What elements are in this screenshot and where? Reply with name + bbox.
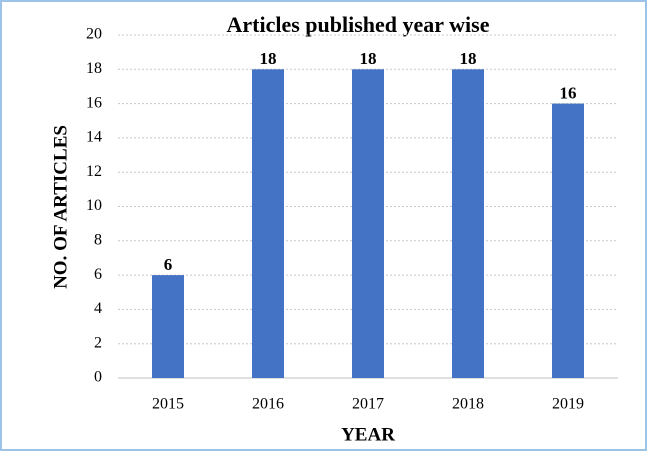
y-tick-label: 20 (86, 26, 102, 43)
y-tick-label: 18 (86, 60, 102, 77)
data-label: 18 (360, 49, 377, 68)
bar (152, 275, 184, 378)
y-tick-label: 6 (94, 266, 102, 283)
y-tick-label: 0 (94, 369, 102, 386)
chart-title: Articles published year wise (227, 12, 490, 37)
y-tick-label: 4 (94, 300, 102, 317)
x-tick-label: 2015 (152, 396, 184, 413)
data-label: 16 (560, 84, 577, 103)
y-tick-label: 8 (94, 231, 102, 248)
x-tick-label: 2017 (352, 396, 384, 413)
y-axis-label: NO. OF ARTICLES (50, 125, 71, 289)
data-label: 18 (260, 49, 277, 68)
bar (452, 69, 484, 379)
x-axis-label: YEAR (341, 424, 395, 445)
bar (552, 103, 584, 378)
y-tick-label: 10 (86, 197, 102, 214)
x-tick-label: 2018 (452, 396, 484, 413)
x-tick-label: 2016 (252, 396, 284, 413)
bar (352, 69, 384, 379)
data-label: 6 (164, 255, 173, 274)
y-tick-label: 16 (86, 94, 102, 111)
y-tick-label: 2 (94, 334, 102, 351)
data-label: 18 (460, 49, 477, 68)
bar (252, 69, 284, 379)
y-tick-label: 14 (86, 129, 102, 146)
x-tick-label: 2019 (552, 396, 584, 413)
y-tick-label: 12 (86, 163, 102, 180)
